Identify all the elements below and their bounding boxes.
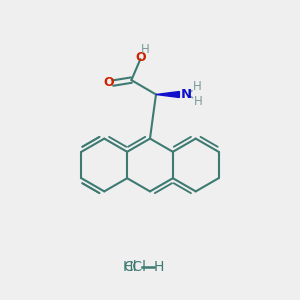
Text: Cl: Cl	[124, 260, 137, 274]
Text: H: H	[153, 260, 164, 274]
Text: HCl: HCl	[122, 260, 146, 274]
Text: O: O	[135, 51, 146, 64]
Text: H: H	[192, 80, 201, 93]
Text: H: H	[194, 95, 202, 108]
Text: H: H	[140, 43, 149, 56]
Text: O: O	[103, 76, 114, 89]
Polygon shape	[156, 92, 179, 98]
Text: N: N	[180, 88, 192, 101]
